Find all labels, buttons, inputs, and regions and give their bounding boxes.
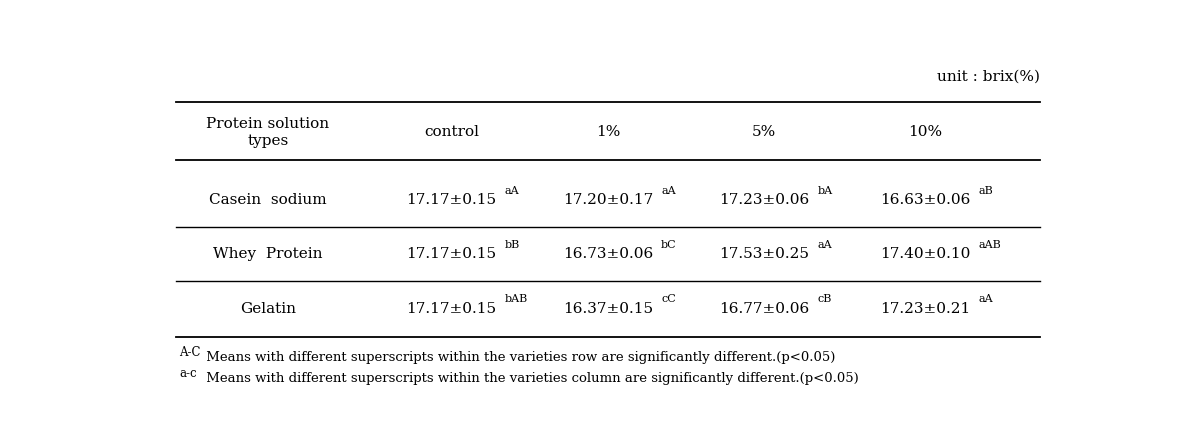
Text: Means with different superscripts within the varieties column are significantly : Means with different superscripts within… [202, 372, 859, 385]
Text: Protein solution
types: Protein solution types [206, 117, 330, 147]
Text: 17.17±0.15: 17.17±0.15 [407, 193, 497, 207]
Text: 16.63±0.06: 16.63±0.06 [880, 193, 970, 207]
Text: 16.37±0.15: 16.37±0.15 [563, 301, 652, 315]
Text: 16.77±0.06: 16.77±0.06 [719, 301, 809, 315]
Text: control: control [425, 125, 479, 139]
Text: 17.20±0.17: 17.20±0.17 [562, 193, 653, 207]
Text: A-C: A-C [179, 346, 200, 359]
Text: a-c: a-c [179, 367, 197, 380]
Text: 5%: 5% [752, 125, 776, 139]
Text: aB: aB [978, 186, 993, 196]
Text: cB: cB [817, 294, 831, 304]
Text: bC: bC [661, 240, 677, 250]
Text: aA: aA [817, 240, 833, 250]
Text: Gelatin: Gelatin [240, 301, 295, 315]
Text: unit : brix(%): unit : brix(%) [937, 70, 1040, 84]
Text: bB: bB [505, 240, 521, 250]
Text: bA: bA [817, 186, 833, 196]
Text: 17.17±0.15: 17.17±0.15 [407, 301, 497, 315]
Text: 17.17±0.15: 17.17±0.15 [407, 247, 497, 261]
Text: 17.40±0.10: 17.40±0.10 [880, 247, 970, 261]
Text: aA: aA [505, 186, 519, 196]
Text: 17.23±0.06: 17.23±0.06 [719, 193, 809, 207]
Text: cC: cC [661, 294, 676, 304]
Text: Casein  sodium: Casein sodium [209, 193, 326, 207]
Text: 10%: 10% [907, 125, 942, 139]
Text: aA: aA [661, 186, 676, 196]
Text: aAB: aAB [978, 240, 1001, 250]
Text: 1%: 1% [595, 125, 620, 139]
Text: Means with different superscripts within the varieties row are significantly dif: Means with different superscripts within… [202, 351, 835, 364]
Text: Whey  Protein: Whey Protein [213, 247, 323, 261]
Text: 17.53±0.25: 17.53±0.25 [719, 247, 809, 261]
Text: 17.23±0.21: 17.23±0.21 [880, 301, 970, 315]
Text: bAB: bAB [505, 294, 528, 304]
Text: aA: aA [978, 294, 993, 304]
Text: 16.73±0.06: 16.73±0.06 [562, 247, 653, 261]
